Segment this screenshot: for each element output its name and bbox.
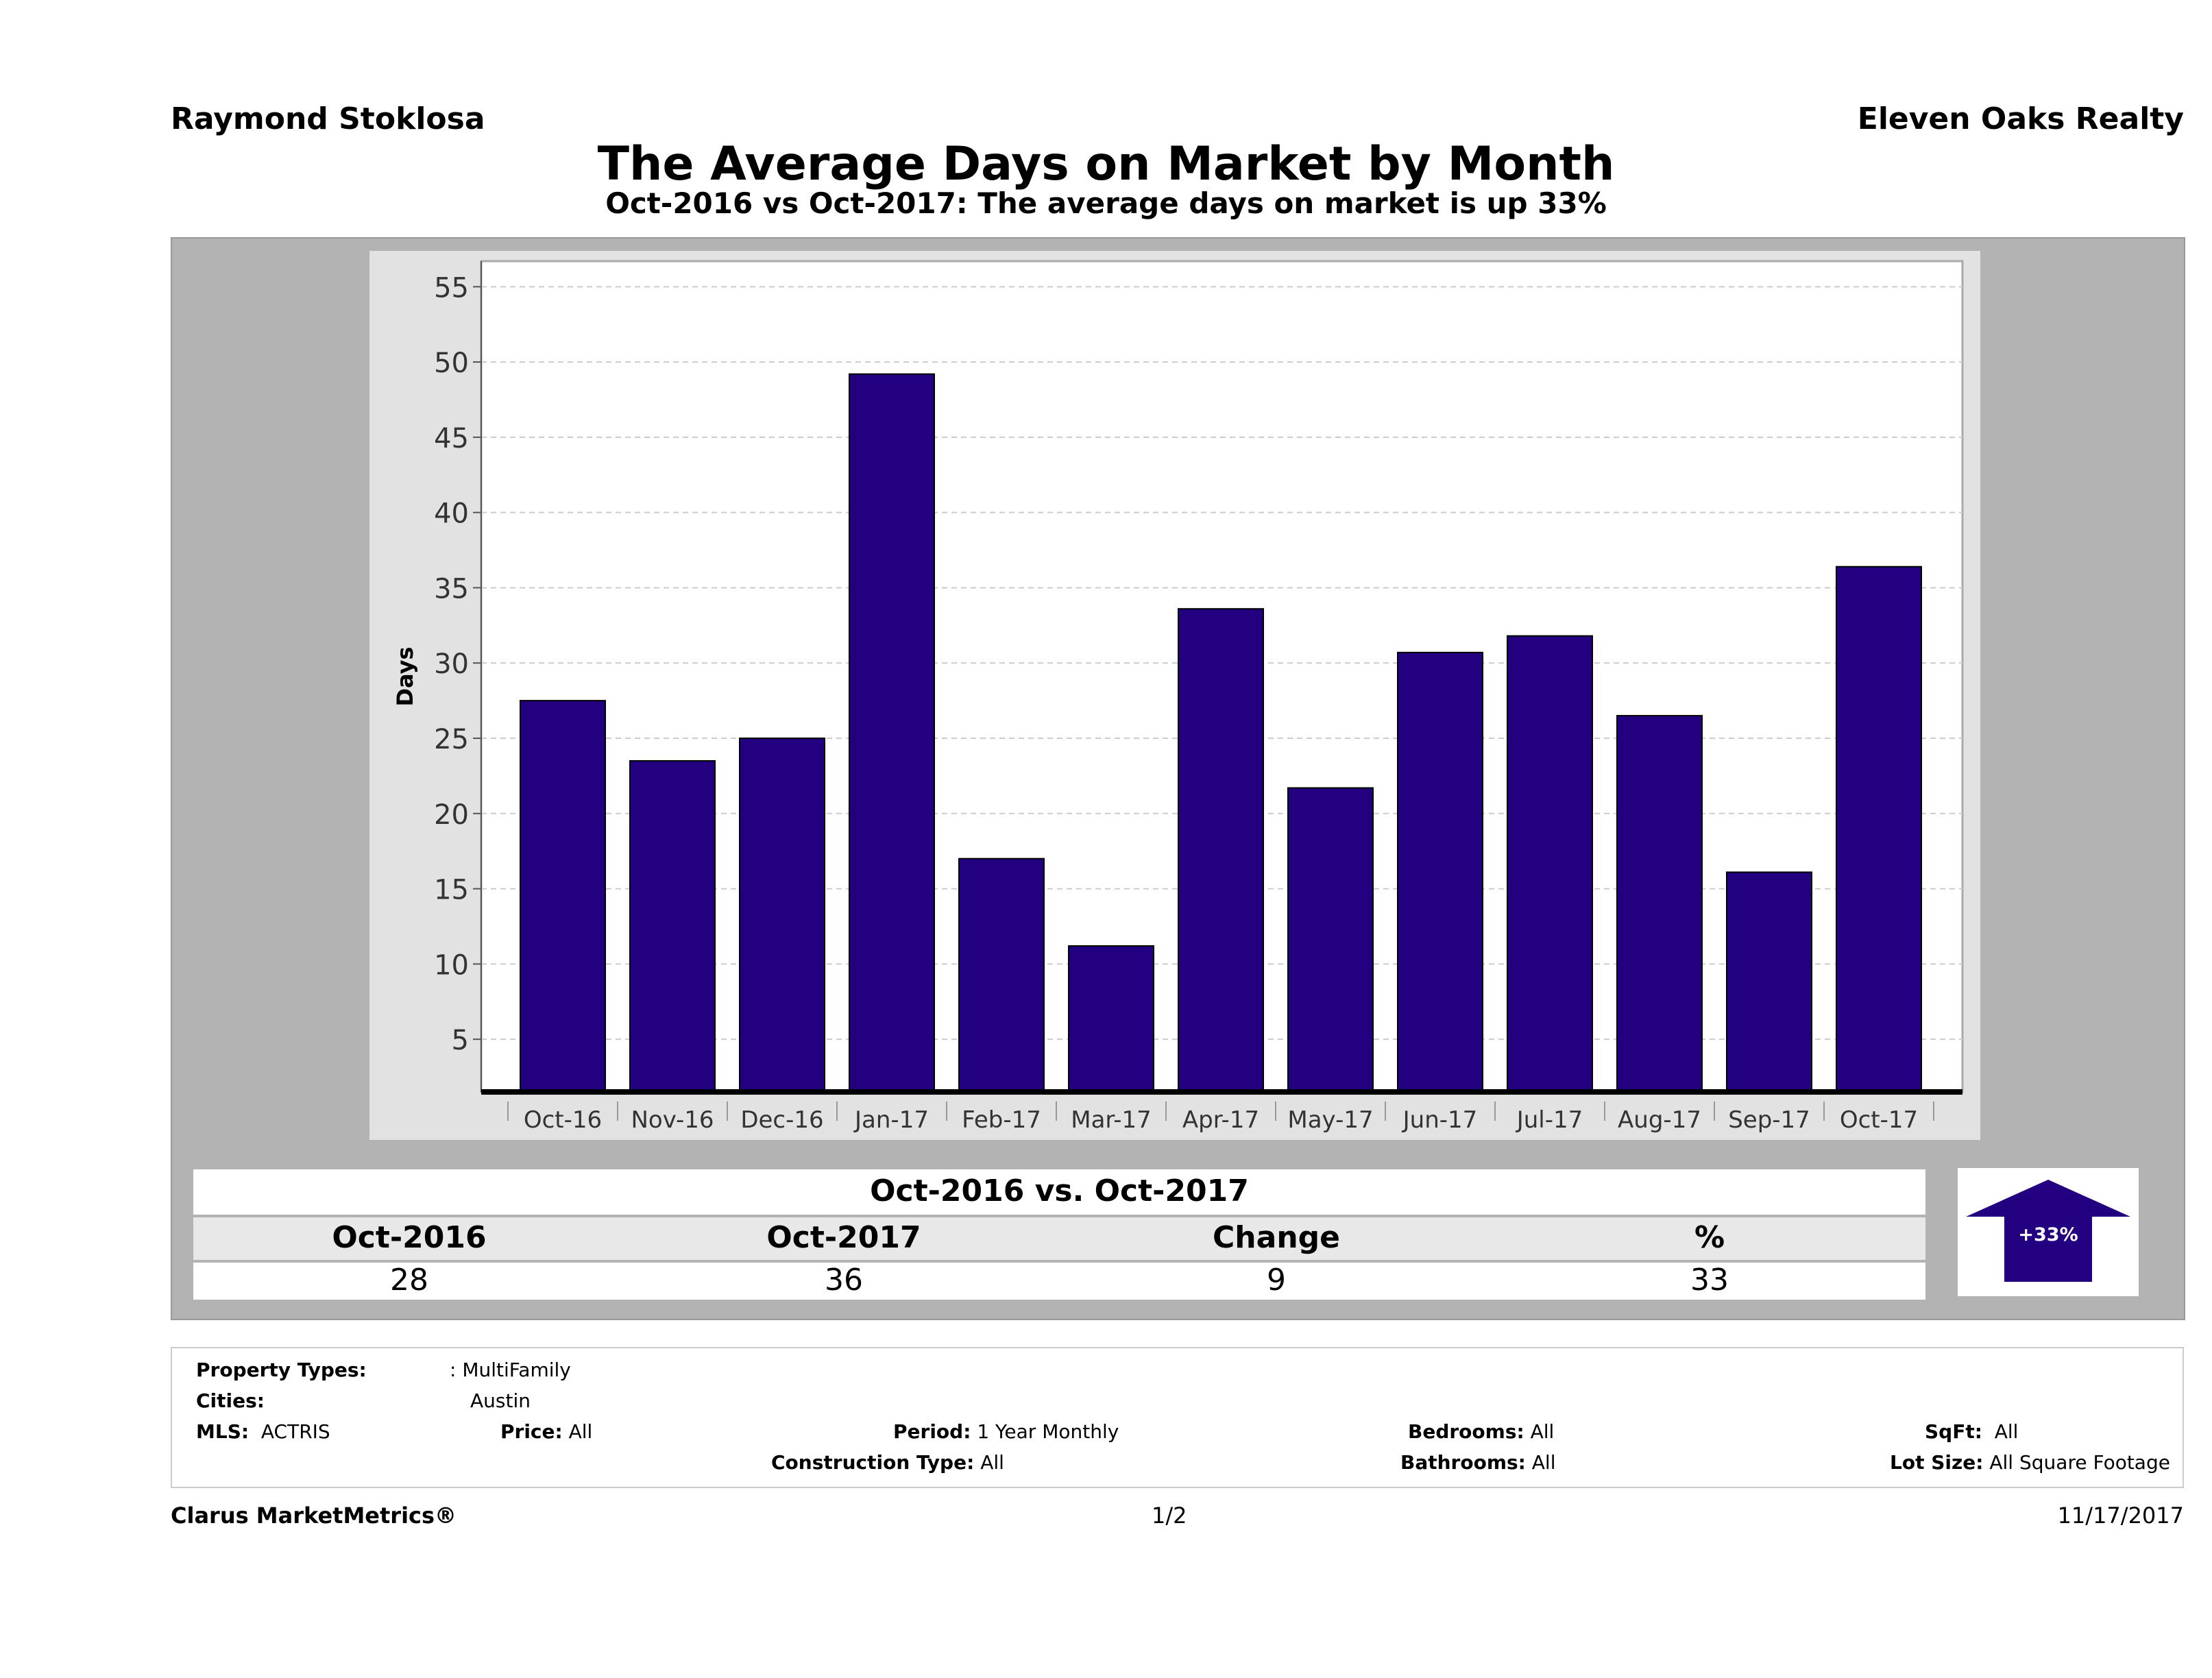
period-label: Period: [893, 1420, 971, 1443]
x-tick-label: Sep-17 [1728, 1106, 1810, 1134]
sqft-label: SqFt: [1925, 1420, 1982, 1443]
y-tick-label: 35 [434, 573, 469, 605]
x-tick-label: Apr-17 [1182, 1106, 1259, 1134]
bar [1068, 945, 1154, 1093]
price-value: All [568, 1420, 593, 1443]
agent-name: Raymond Stoklosa [171, 101, 485, 136]
mls-value: ACTRIS [260, 1420, 330, 1443]
chart-title: The Average Days on Market by Month [597, 137, 1615, 191]
summary-value-row: 28 36 9 33 [193, 1263, 1925, 1300]
value-percent: 33 [1690, 1263, 1729, 1298]
bathrooms-label: Bathrooms: [1400, 1451, 1526, 1474]
bar [1616, 715, 1703, 1093]
construction-label: Construction Type: [771, 1451, 975, 1474]
construction-value: All [980, 1451, 1004, 1474]
footer-brand: Clarus MarketMetrics® [171, 1503, 457, 1529]
summary-title-row: Oct-2016 vs. Oct-2017 [193, 1169, 1925, 1215]
y-tick-label: 20 [434, 799, 469, 831]
bar [739, 738, 825, 1093]
bar [1836, 566, 1922, 1093]
value-oct-2016: 28 [390, 1263, 428, 1298]
sqft-value: All [1994, 1420, 2019, 1443]
value-oct-2017: 36 [825, 1263, 863, 1298]
y-tick-label: 50 [434, 348, 469, 379]
y-tick-label: 55 [434, 272, 469, 304]
bar [1726, 871, 1812, 1093]
bedrooms-label: Bedrooms: [1408, 1420, 1524, 1443]
y-tick-label: 10 [434, 949, 469, 981]
header-oct-2017: Oct-2017 [766, 1220, 921, 1255]
bar [629, 759, 716, 1093]
bar-chart: 5 10 15 20 25 30 35 40 45 50 55 Oct-16 Nov-16 Dec-16 J… [392, 260, 1964, 1134]
x-tick-label: Jul-17 [1516, 1106, 1583, 1134]
filters-box [171, 1347, 2184, 1488]
bedrooms-value: All [1530, 1420, 1555, 1443]
x-tick-label: May-17 [1287, 1106, 1373, 1134]
property-types-label: Property Types: [196, 1359, 367, 1381]
bathrooms-value: All [1531, 1451, 1556, 1474]
chart-subtitle: Oct-2016 vs Oct-2017: The average days o… [605, 186, 1607, 220]
x-tick-label: Jun-17 [1402, 1106, 1478, 1134]
cities-value: Austin [470, 1389, 531, 1412]
x-tick-label: Nov-16 [631, 1106, 714, 1134]
header-oct-2016: Oct-2016 [332, 1220, 487, 1255]
x-tick-label: Aug-17 [1618, 1106, 1701, 1134]
change-badge: +33% [1958, 1168, 2139, 1296]
x-tick-label: Oct-17 [1840, 1106, 1918, 1134]
lot-size-label: Lot Size: [1890, 1451, 1984, 1474]
y-axis-label: Days [392, 646, 418, 706]
up-arrow-icon [1966, 1180, 2130, 1282]
x-tick-label: Oct-16 [524, 1106, 602, 1134]
badge-text: +33% [2018, 1224, 2078, 1245]
y-tick-label: 5 [452, 1025, 469, 1056]
y-tick-label: 15 [434, 875, 469, 906]
bar [1507, 635, 1593, 1093]
cities-label: Cities: [196, 1389, 265, 1412]
period-value: 1 Year Monthly [977, 1420, 1119, 1443]
x-tick-label: Jan-17 [853, 1106, 929, 1134]
bar [1287, 787, 1374, 1093]
bar [1178, 608, 1264, 1093]
y-tick-label: 45 [434, 423, 469, 454]
header-change: Change [1213, 1220, 1340, 1255]
bar [520, 700, 606, 1093]
bar [958, 858, 1045, 1093]
bar [849, 373, 935, 1093]
mls-label: MLS: [196, 1420, 250, 1443]
property-types-value: : MultiFamily [450, 1359, 571, 1381]
page-number: 1/2 [1152, 1503, 1187, 1529]
summary-header-row: Oct-2016 Oct-2017 Change % [193, 1217, 1925, 1260]
x-tick-label: Mar-17 [1071, 1106, 1152, 1134]
y-tick-label: 25 [434, 724, 469, 755]
value-change: 9 [1267, 1263, 1286, 1298]
brokerage-name: Eleven Oaks Realty [1857, 101, 2184, 136]
report-date: 11/17/2017 [2057, 1503, 2184, 1529]
price-label: Price: [500, 1420, 563, 1443]
lot-size-value: All Square Footage [1989, 1451, 2170, 1474]
summary-title: Oct-2016 vs. Oct-2017 [870, 1174, 1249, 1208]
x-tick-label: Feb-17 [962, 1106, 1041, 1134]
x-tick-label: Dec-16 [740, 1106, 823, 1134]
y-tick-label: 30 [434, 648, 469, 680]
y-tick-label: 40 [434, 498, 469, 530]
bar [1397, 651, 1483, 1093]
header-percent: % [1694, 1220, 1725, 1255]
